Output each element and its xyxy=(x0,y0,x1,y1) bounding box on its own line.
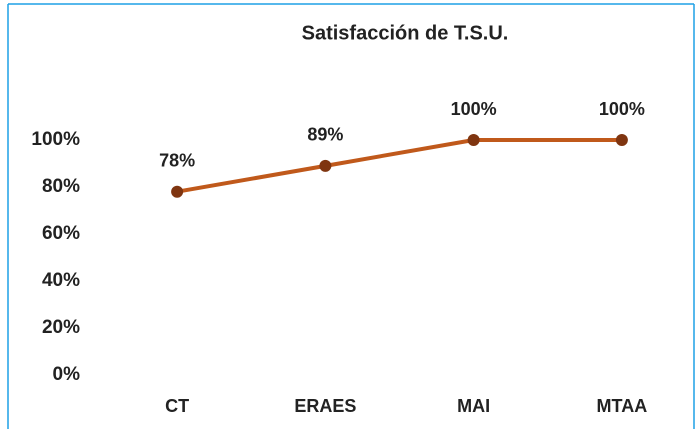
value-label: 89% xyxy=(307,125,343,145)
marker xyxy=(615,134,628,146)
chart-title: Satisfacción de T.S.U. xyxy=(302,22,509,44)
value-label: 100% xyxy=(599,99,645,119)
y-tick-label: 80% xyxy=(42,176,80,197)
y-tick-label: 0% xyxy=(53,364,81,385)
y-tick-label: 20% xyxy=(42,317,80,338)
marker xyxy=(467,134,480,146)
x-tick-label: MAI xyxy=(457,396,490,416)
x-tick-label: ERAES xyxy=(294,396,356,416)
line xyxy=(176,138,622,194)
y-tick-label: 100% xyxy=(31,129,80,150)
value-label: 100% xyxy=(451,99,497,119)
marker xyxy=(319,159,332,172)
y-tick-label: 40% xyxy=(42,270,80,291)
marker xyxy=(171,185,184,198)
value-label: 78% xyxy=(159,150,195,170)
x-tick-label: MTAA xyxy=(597,396,648,416)
y-tick-label: 60% xyxy=(42,223,80,244)
x-tick-label: CT xyxy=(165,396,189,416)
